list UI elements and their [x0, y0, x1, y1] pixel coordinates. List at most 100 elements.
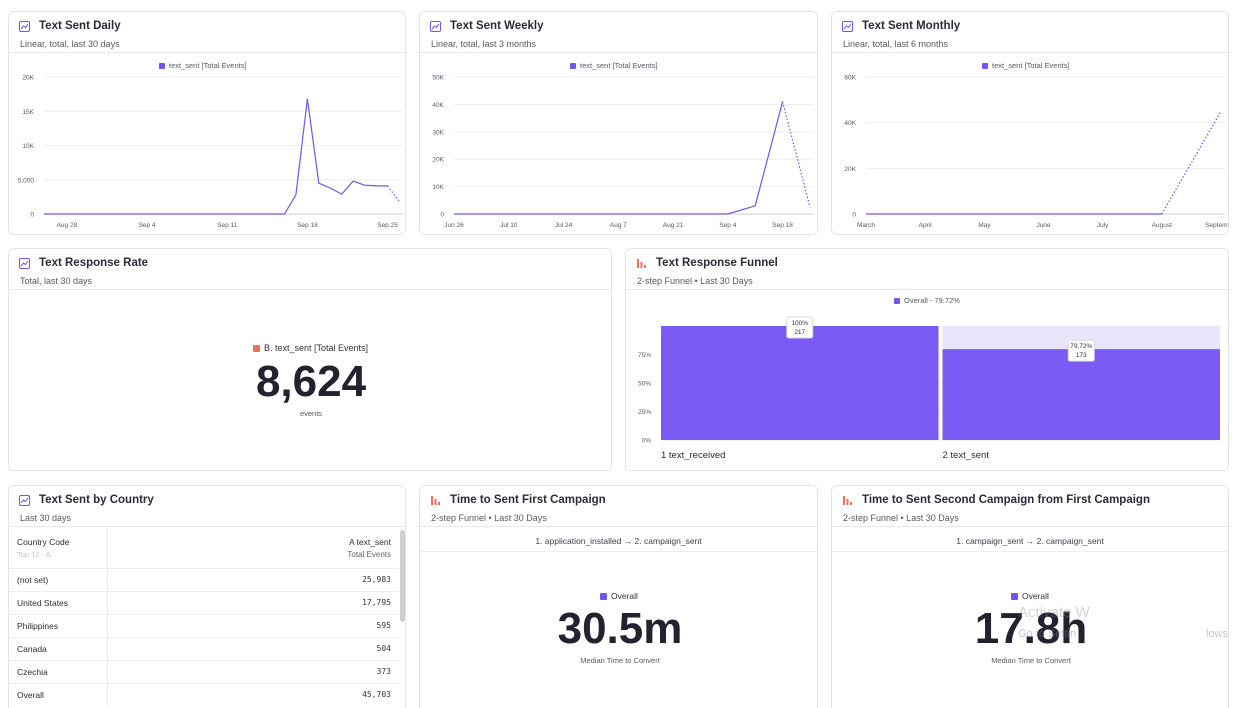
table-row[interactable]: Czechia 373 — [9, 660, 399, 684]
legend-swatch — [253, 344, 260, 352]
x-tick-label: August — [1152, 222, 1172, 229]
table-row[interactable]: (not set) 25,983 — [9, 568, 399, 592]
y-tick-label: 0 — [852, 212, 856, 219]
y-tick-label: 20K — [22, 75, 34, 82]
funnel-bar-tooltip — [786, 316, 814, 339]
card-header: Text Response Rate Total, last 30 days — [9, 249, 611, 290]
card-subtitle: 2-step Funnel • Last 30 Days — [431, 513, 547, 523]
card-header: Text Sent Weekly Linear, total, last 3 m… — [420, 12, 817, 53]
column-title: Country Code — [17, 536, 70, 547]
column-header-text-sent[interactable]: A text_sent Total Events — [107, 528, 399, 569]
x-tick-label: September — [1205, 222, 1229, 229]
card-header: Text Sent Daily Linear, total, last 30 d… — [9, 12, 405, 53]
x-tick-label: June — [1036, 222, 1050, 229]
table-header-row: Country Code Top 12 - A A text_sent Tota… — [9, 528, 399, 569]
x-tick-label: Jun 26 — [444, 222, 464, 229]
text-sent-daily-card[interactable]: Text Sent Daily Linear, total, last 30 d… — [8, 11, 406, 235]
line-chart-icon — [19, 20, 30, 32]
metric-value: 30.5m — [557, 604, 683, 653]
card-header: Time to Sent Second Campaign from First … — [832, 486, 1228, 527]
card-title[interactable]: Time to Sent Second Campaign from First … — [862, 494, 1150, 506]
legend-swatch — [1011, 592, 1018, 600]
activation-watermark-end: lows. — [1206, 628, 1229, 640]
funnel-step-label: 2 text_sent — [943, 450, 990, 461]
y-tick-label: 0 — [30, 212, 34, 219]
funnel-bar-chart[interactable]: 75% 50% 25% 0% 100% 217 1 text_received 79.72% 1… — [626, 249, 1229, 471]
card-subtitle: Linear, total, last 3 months — [431, 39, 537, 49]
funnel-bar-pct: 79.72% — [1070, 343, 1092, 350]
metric-caption: Median Time to Convert — [991, 656, 1071, 665]
line-chart-icon — [430, 20, 441, 32]
card-title[interactable]: Time to Sent First Campaign — [450, 494, 606, 506]
x-tick-label: May — [978, 222, 991, 229]
chart-legend[interactable]: text_sent [Total Events] — [159, 61, 247, 70]
funnel-chart-icon — [431, 495, 440, 505]
chart-legend[interactable]: Overall - 79.72% — [894, 296, 960, 305]
text-response-rate-card[interactable]: Text Response Rate Total, last 30 days B… — [8, 248, 612, 471]
x-tick-label: April — [919, 222, 933, 229]
y-tick-label: 60K — [844, 75, 856, 82]
funnel-chart-icon — [843, 495, 852, 505]
legend-swatch — [982, 62, 988, 69]
daily-line-chart[interactable]: 20K 15K 10K 5,000 0 Aug 28 Sep 4 Sep 11 Sep 18 Se… — [9, 12, 406, 235]
column-title: A text_sent — [348, 536, 391, 547]
card-header: Time to Sent First Campaign 2-step Funne… — [420, 486, 817, 527]
legend-label: Overall - 79.72% — [904, 296, 960, 305]
funnel-step-label: 1 text_received — [661, 450, 725, 461]
activation-watermark-sub: Go to Settin — [1018, 628, 1077, 640]
x-tick-label: Aug 7 — [610, 222, 627, 229]
legend-swatch — [570, 62, 576, 69]
table-row[interactable]: United States 17,795 — [9, 591, 399, 615]
card-title[interactable]: Text Sent Daily — [39, 20, 121, 32]
series-line — [44, 98, 388, 215]
card-title[interactable]: Text Sent Monthly — [862, 20, 961, 32]
table-scrollbar[interactable] — [400, 530, 405, 622]
chart-legend[interactable]: text_sent [Total Events] — [570, 61, 658, 70]
funnel-bar-pct: 100% — [791, 320, 808, 327]
column-sort-control[interactable]: Top 12 - A — [17, 549, 51, 559]
x-tick-label: Jul 24 — [555, 222, 573, 229]
metric-unit: events — [299, 409, 323, 418]
chart-legend[interactable]: text_sent [Total Events] — [982, 61, 1070, 70]
metric-legend: Overall — [1011, 591, 1049, 601]
legend-label: Overall — [1022, 591, 1049, 601]
column-header-country[interactable]: Country Code Top 12 - A — [9, 528, 108, 569]
x-tick-label: Sep 11 — [217, 222, 238, 229]
country-value: 373 — [107, 660, 399, 684]
y-tick-label: 30K — [432, 129, 444, 136]
x-tick-label: Sep 4 — [139, 222, 156, 229]
x-tick-label: March — [857, 222, 875, 229]
y-tick-label: 25% — [638, 409, 651, 416]
text-sent-by-country-card[interactable]: Text Sent by Country Last 30 days Countr… — [8, 485, 406, 708]
country-table: Country Code Top 12 - A A text_sent Tota… — [9, 528, 399, 706]
table-row[interactable]: Philippines 595 — [9, 614, 399, 638]
card-title[interactable]: Text Sent Weekly — [450, 20, 544, 32]
y-tick-label: 5,000 — [18, 177, 35, 184]
table-row[interactable]: Canada 504 — [9, 637, 399, 661]
x-tick-label: Jul 10 — [500, 222, 518, 229]
country-value: 595 — [107, 614, 399, 638]
time-to-second-campaign-card[interactable]: Time to Sent Second Campaign from First … — [831, 485, 1229, 708]
card-title[interactable]: Text Response Rate — [39, 257, 149, 269]
card-subtitle: 2-step Funnel • Last 30 Days — [843, 513, 959, 523]
text-sent-weekly-card[interactable]: Text Sent Weekly Linear, total, last 3 m… — [419, 11, 818, 235]
funnel-steps: 1. application_installed → 2. campaign_s… — [535, 536, 702, 546]
legend-label: B. text_sent [Total Events] — [264, 343, 369, 353]
time-to-first-campaign-card[interactable]: Time to Sent First Campaign 2-step Funne… — [419, 485, 818, 708]
funnel-dropoff — [942, 326, 1220, 350]
text-sent-monthly-card[interactable]: Text Sent Monthly Linear, total, last 6 … — [831, 11, 1229, 235]
series-line — [454, 101, 784, 215]
y-tick-label: 50K — [432, 75, 444, 82]
country-name: (not set) — [9, 568, 108, 592]
table-total-row: Overall 45,703 — [9, 683, 399, 706]
card-title[interactable]: Text Response Funnel — [656, 257, 778, 269]
funnel-bar — [661, 326, 939, 440]
text-response-funnel-card[interactable]: Text Response Funnel 2-step Funnel • Las… — [625, 248, 1229, 471]
funnel-chart-icon — [637, 258, 646, 268]
divider — [420, 551, 817, 552]
column-subtitle: Total Events — [347, 549, 391, 559]
card-title[interactable]: Text Sent by Country — [39, 494, 154, 506]
country-name: United States — [9, 591, 108, 615]
